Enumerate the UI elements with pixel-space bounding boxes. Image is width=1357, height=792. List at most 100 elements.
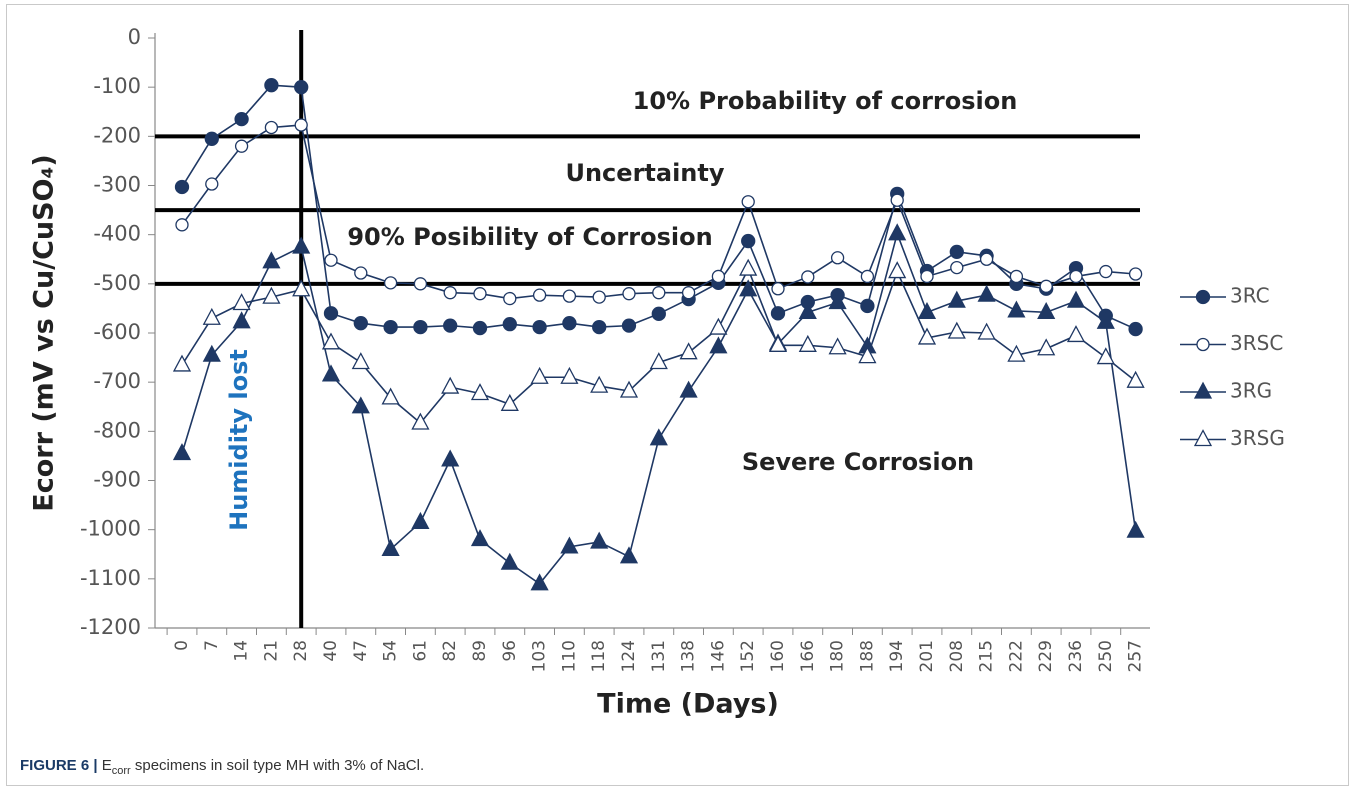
point bbox=[950, 260, 964, 275]
point bbox=[979, 252, 994, 266]
point bbox=[679, 342, 698, 360]
point bbox=[1037, 301, 1056, 320]
x-tick-label: 257 bbox=[1126, 640, 1146, 672]
series bbox=[172, 223, 1145, 591]
x-tick-label: 201 bbox=[917, 640, 937, 672]
point bbox=[172, 443, 192, 461]
legend-label: 3RG bbox=[1230, 379, 1272, 403]
point bbox=[381, 387, 400, 405]
point bbox=[351, 352, 370, 370]
point bbox=[651, 306, 666, 321]
point bbox=[888, 223, 907, 241]
point bbox=[947, 290, 966, 308]
point bbox=[1096, 311, 1115, 329]
y-tick-label: -800 bbox=[93, 418, 141, 442]
x-tick-label: 103 bbox=[530, 640, 550, 672]
y-tick-label: -1100 bbox=[80, 566, 141, 590]
point bbox=[947, 321, 966, 339]
point bbox=[1126, 520, 1145, 538]
point bbox=[530, 366, 549, 384]
point bbox=[622, 287, 636, 301]
point bbox=[441, 376, 460, 394]
point bbox=[174, 179, 190, 195]
point bbox=[502, 316, 517, 332]
annotation: 10% Probability of corrosion bbox=[633, 87, 1018, 115]
point bbox=[234, 139, 249, 153]
point bbox=[1069, 269, 1083, 284]
x-tick-label: 188 bbox=[857, 640, 877, 672]
x-tick-label: 118 bbox=[589, 640, 609, 672]
caption-sub: corr bbox=[111, 765, 131, 777]
point bbox=[770, 306, 786, 321]
point bbox=[801, 270, 815, 284]
point bbox=[443, 318, 458, 333]
point bbox=[292, 279, 311, 297]
y-axis-title: Ecorr (mV vs Cu/CuSO₄) bbox=[29, 154, 60, 511]
x-tick-label: 28 bbox=[291, 640, 311, 662]
point bbox=[323, 306, 339, 321]
point bbox=[1007, 344, 1026, 362]
figure-frame bbox=[6, 4, 1349, 786]
y-tick-label: -600 bbox=[93, 320, 141, 344]
point bbox=[771, 282, 785, 296]
point bbox=[977, 284, 996, 302]
point bbox=[472, 320, 488, 336]
x-tick-label: 82 bbox=[440, 640, 460, 662]
annotation: Severe Corrosion bbox=[742, 448, 974, 476]
point bbox=[709, 336, 728, 354]
x-tick-label: 61 bbox=[410, 640, 430, 662]
y-tick-label: -300 bbox=[93, 173, 141, 197]
point bbox=[354, 266, 368, 280]
point bbox=[500, 552, 519, 570]
chart: 0 -100 -200 -300 -400 -500 -600 -700 -800 -900 -10… bbox=[29, 25, 1285, 720]
point bbox=[652, 286, 666, 300]
point bbox=[321, 364, 341, 382]
x-tick-label: 40 bbox=[321, 640, 341, 662]
point bbox=[413, 319, 428, 335]
point bbox=[411, 511, 430, 529]
x-tick-label: 208 bbox=[947, 640, 967, 672]
y-tick-label: -200 bbox=[93, 123, 141, 147]
point bbox=[262, 251, 281, 269]
legend-label: 3RSC bbox=[1230, 331, 1283, 355]
point bbox=[768, 334, 788, 352]
point bbox=[560, 536, 579, 554]
point bbox=[1066, 325, 1086, 343]
point bbox=[473, 287, 487, 301]
point bbox=[411, 412, 430, 430]
point bbox=[798, 334, 817, 352]
point bbox=[413, 277, 428, 291]
x-tick-label: 110 bbox=[559, 640, 579, 672]
x-tick-label: 236 bbox=[1066, 640, 1086, 672]
point bbox=[1009, 269, 1024, 284]
x-tick-label: 21 bbox=[261, 640, 281, 662]
point bbox=[679, 380, 698, 398]
point bbox=[562, 316, 577, 331]
point bbox=[621, 318, 637, 333]
point bbox=[202, 307, 221, 325]
x-tick-label: 47 bbox=[351, 640, 371, 662]
point bbox=[1066, 290, 1086, 308]
legend-marker bbox=[1193, 429, 1213, 447]
point bbox=[530, 573, 549, 591]
y-tick-label: -400 bbox=[93, 222, 141, 246]
caption-e: E bbox=[101, 757, 112, 774]
x-tick-label: 131 bbox=[649, 640, 669, 672]
point bbox=[204, 131, 219, 146]
point bbox=[175, 218, 189, 232]
point bbox=[1126, 370, 1145, 388]
x-tick-label: 166 bbox=[798, 640, 818, 672]
point bbox=[590, 375, 609, 393]
point bbox=[739, 258, 758, 276]
annotation: 90% Posibility of Corrosion bbox=[347, 223, 712, 251]
point bbox=[532, 319, 547, 335]
point bbox=[917, 301, 937, 320]
x-tick-label: 160 bbox=[768, 640, 788, 672]
point bbox=[262, 286, 281, 304]
y-tick-label: 0 bbox=[128, 25, 141, 49]
point bbox=[443, 286, 457, 300]
point bbox=[977, 322, 996, 340]
x-tick-label: 152 bbox=[738, 640, 758, 672]
x-tick-label: 96 bbox=[500, 640, 520, 662]
x-tick-label: 89 bbox=[470, 640, 490, 662]
